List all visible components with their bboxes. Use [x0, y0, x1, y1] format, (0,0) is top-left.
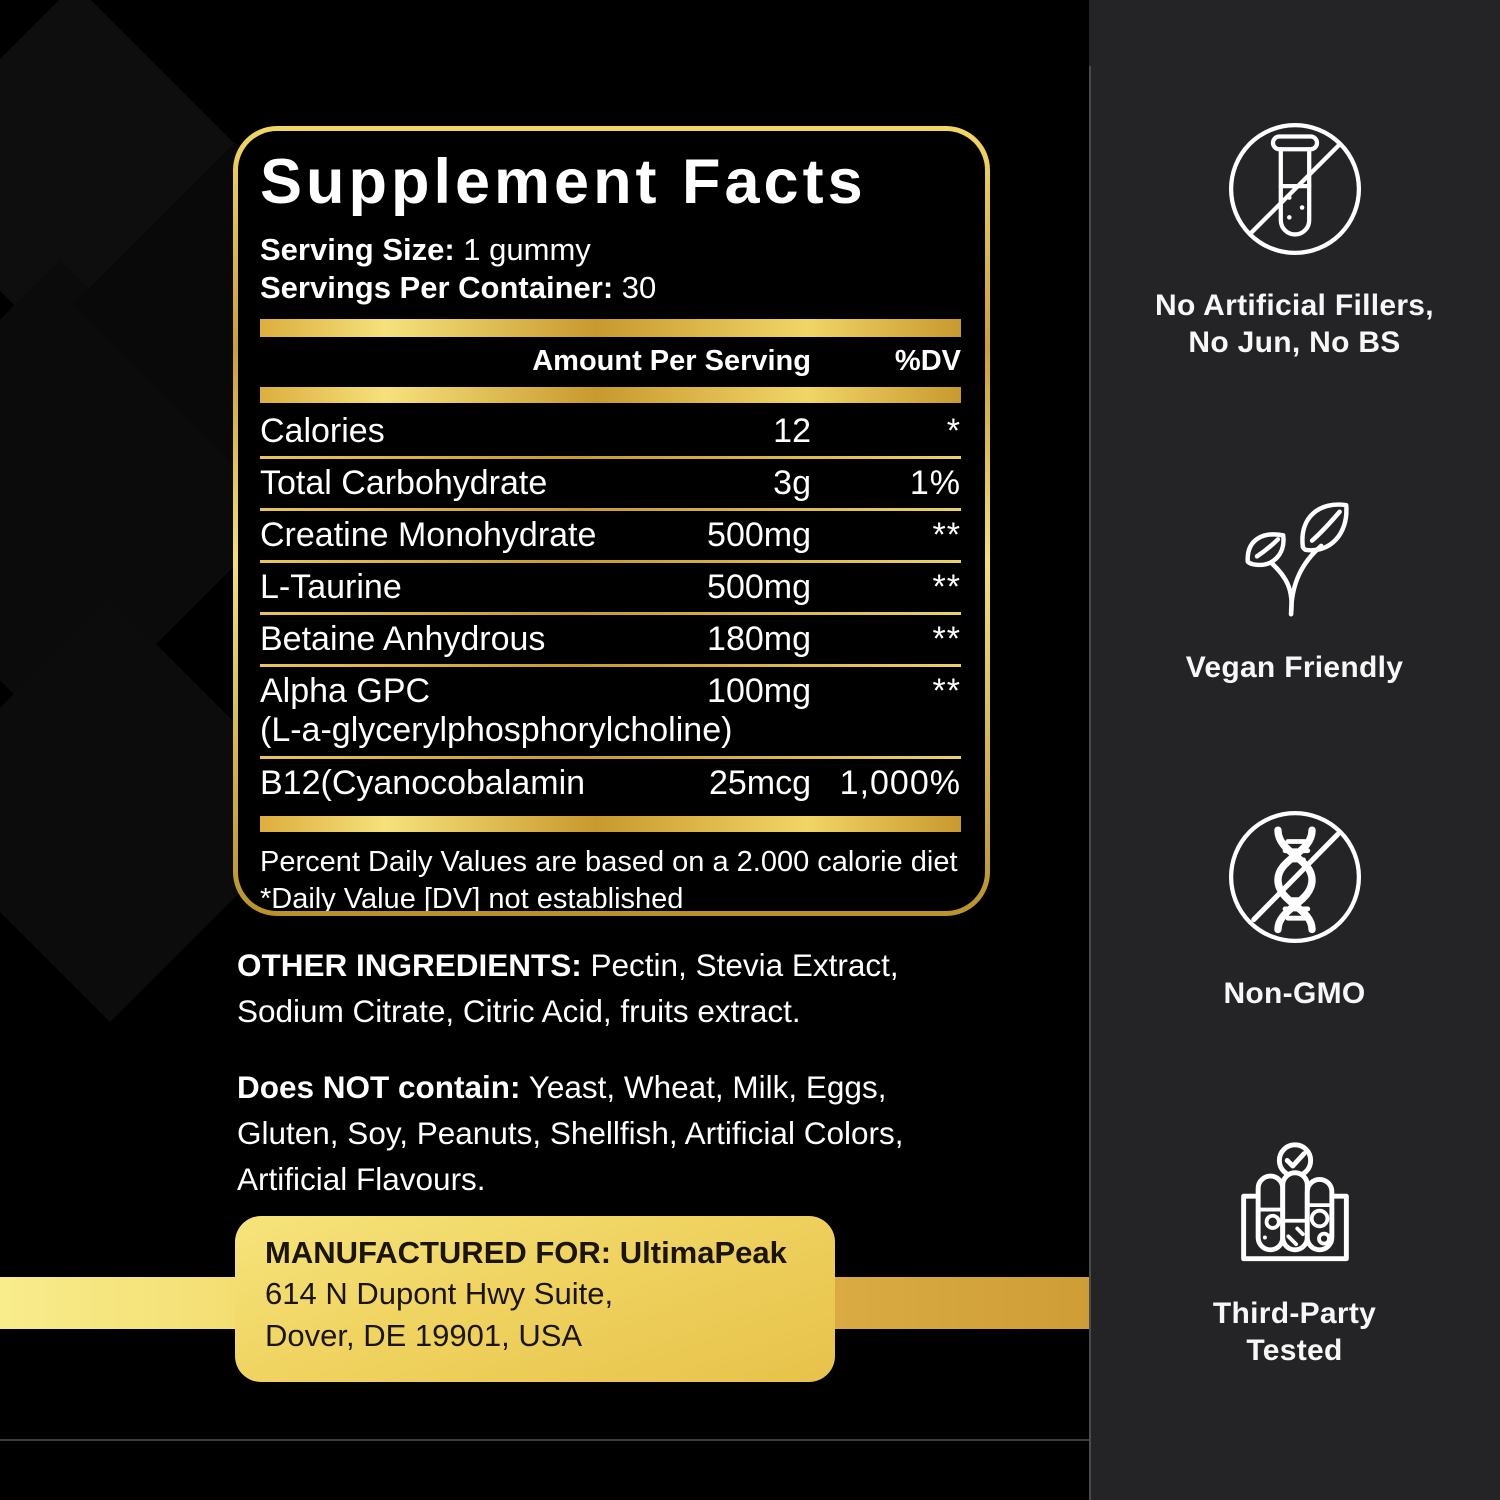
table-row-main: B12(Cyanocobalamin 25mcg 1,000% — [260, 764, 961, 802]
manufacturer-label: MANUFACTURED FOR: UltimaPeak — [265, 1235, 787, 1270]
ingredient-amount: 100mg — [707, 672, 811, 711]
ingredient-dv: ** — [932, 568, 961, 607]
badge-label: Third-Party Tested — [1213, 1295, 1376, 1369]
does-not-contain-section: Does NOT contain: Yeast, Wheat, Milk, Eg… — [237, 1064, 992, 1202]
row-divider — [260, 456, 961, 460]
badge-vegan-friendly: Vegan Friendly — [1089, 496, 1500, 686]
bottom-divider-line — [0, 1439, 1089, 1441]
ingredient-name: Total Carbohydrate — [260, 464, 548, 503]
servings-value: 30 — [613, 270, 657, 306]
badge-label-line2: Tested — [1246, 1334, 1343, 1367]
badge-third-party-tested: Third-Party Tested — [1089, 1140, 1500, 1369]
table-row: Betaine Anhydrous 180mg ** — [260, 615, 961, 664]
gold-divider-thick — [260, 319, 961, 338]
table-row: Creatine Monohydrate 500mg ** — [260, 511, 961, 560]
table-row-main: Total Carbohydrate 3g 1% — [260, 464, 961, 502]
supplement-facts-panel: Supplement Facts Serving Size: 1 gummy S… — [233, 126, 990, 916]
amount-per-serving-header: Amount Per Serving — [532, 345, 811, 378]
servings-per-container-row: Servings Per Container: 30 — [260, 269, 961, 307]
does-not-contain-text: Yeast, Wheat, Milk, Eggs, Gluten, Soy, P… — [237, 1069, 904, 1197]
table-row: B12(Cyanocobalamin 25mcg 1,000% — [260, 759, 961, 808]
ingredient-dv: ** — [932, 516, 961, 555]
badge-label: Vegan Friendly — [1186, 649, 1404, 686]
ingredient-name: Betaine Anhydrous — [260, 620, 546, 659]
third-party-tested-icon — [1228, 1140, 1362, 1273]
label-panel-area: Supplement Facts Serving Size: 1 gummy S… — [0, 0, 1089, 1441]
servings-label: Servings Per Container: — [260, 270, 614, 306]
panel-title: Supplement Facts — [260, 147, 867, 217]
footnote-line-1: Percent Daily Values are based on a 2.00… — [260, 846, 958, 879]
badge-label: Non-GMO — [1223, 975, 1365, 1012]
supplement-facts-inner: Supplement Facts Serving Size: 1 gummy S… — [238, 131, 985, 911]
badge-label: No Artificial Fillers, No Jun, No BS — [1155, 287, 1434, 361]
other-ingredients-section: OTHER INGREDIENTS: Pectin, Stevia Extrac… — [237, 942, 992, 1034]
manufacturer-address-2: Dover, DE 19901, USA — [265, 1318, 583, 1353]
sidebar-edge-line — [1089, 66, 1091, 1500]
ingredient-amount: 3g — [773, 464, 811, 503]
ingredient-amount: 500mg — [707, 568, 811, 607]
manufacturer-address-1: 614 N Dupont Hwy Suite, — [265, 1276, 614, 1311]
badge-label-line1: No Artificial Fillers, — [1155, 289, 1434, 322]
serving-size-row: Serving Size: 1 gummy — [260, 231, 961, 269]
facts-rows: Calories 12 * Total Carbohydrate 3g 1% Creatin… — [260, 407, 961, 808]
badges-sidebar: No Artificial Fillers, No Jun, No BS Veg… — [1089, 0, 1500, 1500]
serving-size-label: Serving Size: — [260, 232, 455, 268]
ingredient-dv: 1,000% — [839, 764, 961, 803]
badge-non-gmo: Non-GMO — [1089, 806, 1500, 1012]
ingredient-amount: 500mg — [707, 516, 811, 555]
row-divider — [260, 508, 961, 512]
badge-label-line1: Non-GMO — [1223, 977, 1366, 1010]
gold-divider-thick — [260, 387, 961, 404]
ingredient-dv: * — [946, 412, 961, 451]
ingredient-name: L-Taurine — [260, 568, 402, 607]
table-row: L-Taurine 500mg ** — [260, 563, 961, 612]
table-row-main: L-Taurine 500mg ** — [260, 568, 961, 606]
gold-divider-thick — [260, 816, 961, 833]
ingredient-amount: 25mcg — [708, 764, 811, 803]
ingredient-dv: 1% — [909, 464, 961, 503]
table-row-main: Calories 12 * — [260, 412, 961, 450]
percent-dv-header: %DV — [894, 345, 961, 378]
does-not-contain-label: Does NOT contain: — [237, 1069, 521, 1105]
ingredient-amount: 12 — [773, 412, 811, 451]
serving-size-value: 1 gummy — [454, 232, 591, 268]
row-divider — [260, 664, 961, 668]
badge-no-artificial-fillers: No Artificial Fillers, No Jun, No BS — [1089, 118, 1500, 361]
daily-value-footnote: Percent Daily Values are based on a 2.00… — [260, 844, 961, 911]
non-gmo-icon — [1224, 806, 1366, 953]
other-ingredients-label: OTHER INGREDIENTS: — [237, 947, 582, 983]
table-row-main: Creatine Monohydrate 500mg ** — [260, 516, 961, 554]
table-row-main: Alpha GPC 100mg ** — [260, 672, 961, 710]
row-divider — [260, 612, 961, 616]
row-divider — [260, 756, 961, 760]
ingredient-name: Creatine Monohydrate — [260, 516, 597, 555]
footnote-line-2: *Daily Value [DV] not established — [260, 883, 684, 911]
ingredient-name-line2: (L-a-glycerylphosphorylcholine) — [260, 711, 733, 750]
manufacturer-box: MANUFACTURED FOR: UltimaPeak 614 N Dupon… — [235, 1216, 835, 1382]
ingredient-name: Alpha GPC — [260, 672, 431, 711]
ingredient-name: Calories — [260, 412, 385, 451]
ingredient-dv: ** — [932, 620, 961, 659]
row-divider — [260, 560, 961, 564]
vegan-icon — [1229, 496, 1361, 627]
table-row: Calories 12 * — [260, 407, 961, 456]
ingredient-amount: 180mg — [707, 620, 811, 659]
badge-label-line2: No Jun, No BS — [1188, 326, 1401, 359]
table-header-row: Amount Per Serving %DV — [260, 337, 961, 387]
other-ingredients-text: Pectin, Stevia Extract, Sodium Citrate, … — [237, 947, 899, 1029]
table-row-main: Betaine Anhydrous 180mg ** — [260, 620, 961, 658]
table-row: Total Carbohydrate 3g 1% — [260, 459, 961, 508]
table-row: Alpha GPC 100mg ** (L-a-glycerylphosphorylc… — [260, 667, 961, 756]
ingredient-name: B12(Cyanocobalamin — [260, 764, 586, 803]
badge-label-line1: Vegan Friendly — [1185, 651, 1404, 684]
ingredient-dv: ** — [932, 672, 961, 711]
badge-label-line1: Third-Party — [1212, 1297, 1377, 1330]
no-artificial-fillers-icon — [1224, 118, 1366, 265]
